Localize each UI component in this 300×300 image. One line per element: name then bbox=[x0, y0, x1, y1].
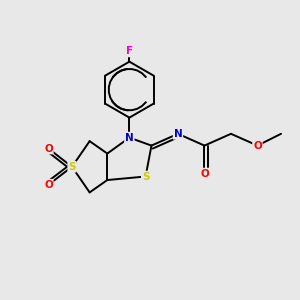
Text: S: S bbox=[68, 162, 76, 172]
Text: O: O bbox=[44, 180, 53, 190]
Text: S: S bbox=[142, 172, 149, 182]
Text: F: F bbox=[126, 46, 133, 56]
Text: N: N bbox=[174, 129, 182, 139]
Text: O: O bbox=[44, 143, 53, 154]
Text: O: O bbox=[200, 169, 209, 178]
Text: N: N bbox=[125, 133, 134, 142]
Text: O: O bbox=[253, 141, 262, 151]
